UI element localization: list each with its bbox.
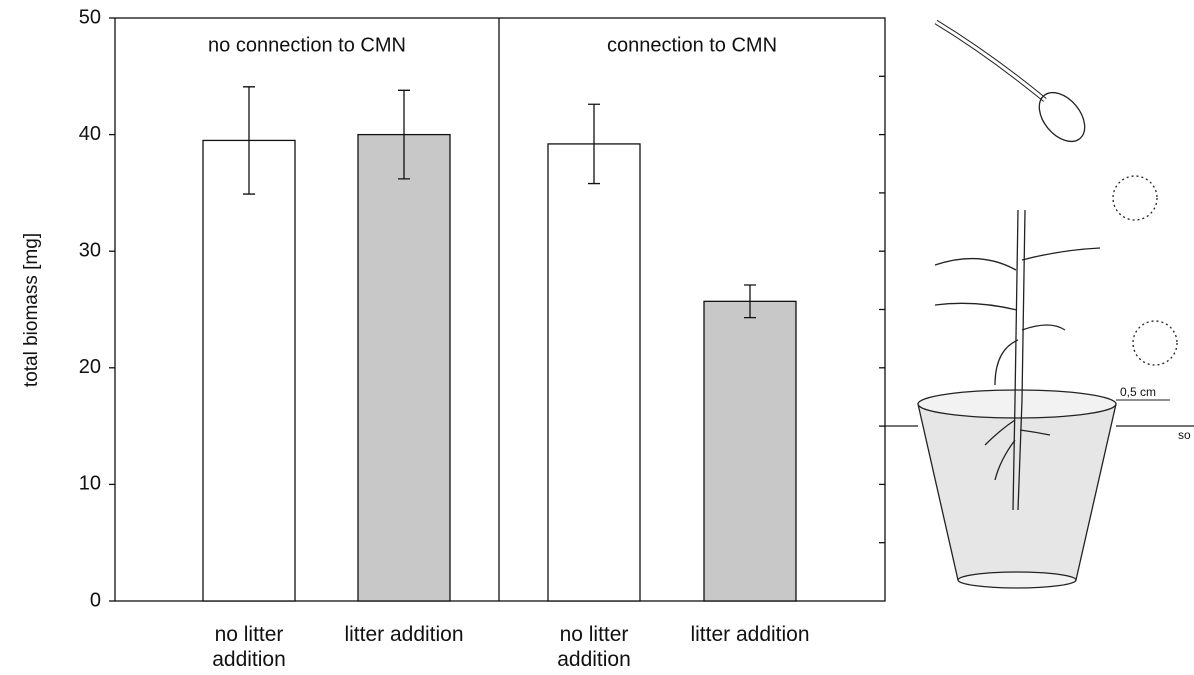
illustration-label: 0,5 cm (1120, 385, 1156, 399)
x-tick-label: no litter addition (557, 623, 631, 671)
x-tick-label: no litter addition (212, 623, 286, 671)
y-tick-label: 40 (79, 123, 101, 145)
x-tick-label: litter addition (344, 623, 464, 646)
error-bar (588, 103, 600, 185)
y-tick-label: 10 (79, 473, 101, 495)
bar (703, 300, 797, 602)
y-tick-label: 20 (79, 356, 101, 378)
y-tick-label: 30 (79, 239, 101, 261)
x-tick-label: litter addition (690, 623, 810, 646)
panel-label: no connection to CMN (208, 34, 406, 56)
illustration-label: so (1178, 428, 1191, 442)
error-bar (398, 89, 410, 180)
bar (202, 139, 296, 602)
error-bar (243, 86, 255, 195)
panel-label: connection to CMN (607, 34, 777, 56)
y-tick-label: 0 (90, 589, 101, 611)
illustration (885, 19, 1194, 589)
bar (547, 143, 641, 602)
y-tick-label: 50 (79, 6, 101, 28)
error-bar (744, 284, 756, 319)
bar (357, 133, 451, 602)
y-axis-title: total biomass [mg] (21, 233, 42, 387)
